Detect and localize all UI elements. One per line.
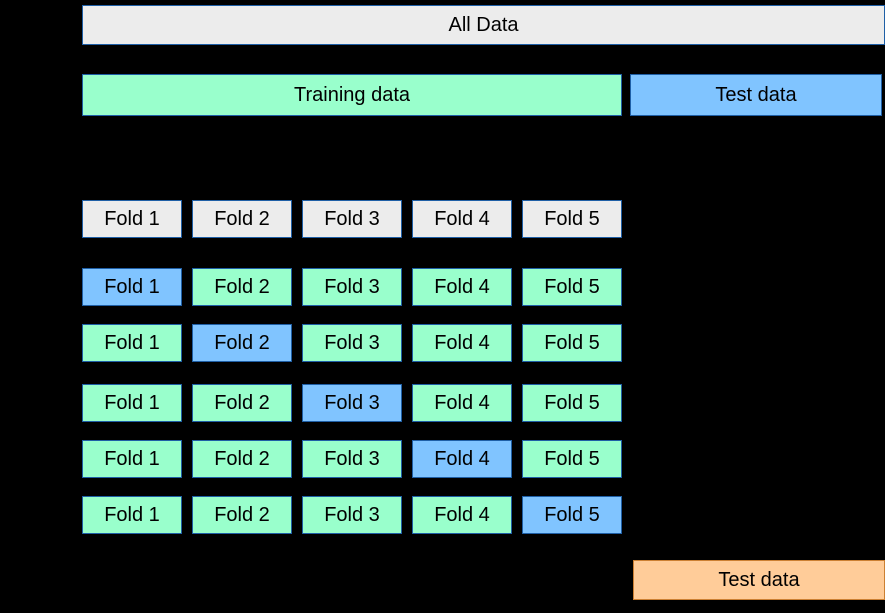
final-test-data-box: Test data xyxy=(633,560,885,600)
fold-header-label: Fold 3 xyxy=(324,208,380,231)
fold-cell: Fold 1 xyxy=(82,324,182,362)
fold-header-label: Fold 5 xyxy=(544,208,600,231)
fold-header-label: Fold 1 xyxy=(104,208,160,231)
final-test-data-label: Test data xyxy=(718,569,799,592)
fold-cell: Fold 4 xyxy=(412,496,512,534)
fold-cell-label: Fold 5 xyxy=(544,392,600,415)
fold-cell-label: Fold 2 xyxy=(214,392,270,415)
fold-cell-label: Fold 1 xyxy=(104,276,160,299)
fold-cell: Fold 3 xyxy=(302,496,402,534)
fold-cell-label: Fold 4 xyxy=(434,332,490,355)
fold-cell: Fold 2 xyxy=(192,268,292,306)
fold-cell-label: Fold 4 xyxy=(434,448,490,471)
fold-header-label: Fold 4 xyxy=(434,208,490,231)
fold-cell: Fold 5 xyxy=(522,324,622,362)
fold-cell: Fold 3 xyxy=(302,440,402,478)
fold-cell-label: Fold 3 xyxy=(324,332,380,355)
fold-header-cell: Fold 1 xyxy=(82,200,182,238)
train-test-row: Training data Test data xyxy=(82,74,885,116)
fold-cell-label: Fold 4 xyxy=(434,504,490,527)
fold-cell-label: Fold 2 xyxy=(214,448,270,471)
fold-cell: Fold 2 xyxy=(192,324,292,362)
fold-cell-label: Fold 1 xyxy=(104,392,160,415)
test-data-label: Test data xyxy=(715,84,796,107)
fold-header-cell: Fold 2 xyxy=(192,200,292,238)
fold-split-row: Fold 1 Fold 2 Fold 3 Fold 4 Fold 5 xyxy=(82,268,625,306)
fold-cell: Fold 1 xyxy=(82,496,182,534)
test-data-box: Test data xyxy=(630,74,882,116)
fold-cell: Fold 5 xyxy=(522,268,622,306)
fold-cell: Fold 1 xyxy=(82,384,182,422)
fold-cell-label: Fold 5 xyxy=(544,504,600,527)
fold-cell: Fold 4 xyxy=(412,384,512,422)
fold-cell: Fold 4 xyxy=(412,440,512,478)
fold-cell-label: Fold 5 xyxy=(544,332,600,355)
fold-cell: Fold 3 xyxy=(302,384,402,422)
fold-cell: Fold 2 xyxy=(192,440,292,478)
training-data-box: Training data xyxy=(82,74,622,116)
fold-cell-label: Fold 5 xyxy=(544,448,600,471)
fold-cell-label: Fold 2 xyxy=(214,276,270,299)
fold-header-label: Fold 2 xyxy=(214,208,270,231)
fold-cell: Fold 3 xyxy=(302,268,402,306)
fold-cell: Fold 2 xyxy=(192,384,292,422)
fold-split-row: Fold 1 Fold 2 Fold 3 Fold 4 Fold 5 xyxy=(82,384,625,422)
fold-split-row: Fold 1 Fold 2 Fold 3 Fold 4 Fold 5 xyxy=(82,324,625,362)
fold-cell-label: Fold 5 xyxy=(544,276,600,299)
fold-cell: Fold 5 xyxy=(522,496,622,534)
fold-cell: Fold 4 xyxy=(412,324,512,362)
fold-cell: Fold 2 xyxy=(192,496,292,534)
fold-header-cell: Fold 5 xyxy=(522,200,622,238)
fold-header-row: Fold 1 Fold 2 Fold 3 Fold 4 Fold 5 xyxy=(82,200,625,238)
fold-cell: Fold 1 xyxy=(82,268,182,306)
fold-cell-label: Fold 1 xyxy=(104,332,160,355)
fold-cell-label: Fold 3 xyxy=(324,392,380,415)
fold-split-row: Fold 1 Fold 2 Fold 3 Fold 4 Fold 5 xyxy=(82,440,625,478)
fold-header-cell: Fold 4 xyxy=(412,200,512,238)
fold-cell: Fold 4 xyxy=(412,268,512,306)
fold-cell-label: Fold 3 xyxy=(324,504,380,527)
fold-cell-label: Fold 4 xyxy=(434,392,490,415)
fold-cell-label: Fold 3 xyxy=(324,276,380,299)
fold-cell-label: Fold 1 xyxy=(104,504,160,527)
fold-cell-label: Fold 3 xyxy=(324,448,380,471)
fold-cell-label: Fold 2 xyxy=(214,504,270,527)
fold-cell-label: Fold 4 xyxy=(434,276,490,299)
training-data-label: Training data xyxy=(294,84,410,107)
all-data-box: All Data xyxy=(82,5,885,45)
fold-cell: Fold 1 xyxy=(82,440,182,478)
all-data-label: All Data xyxy=(448,14,518,37)
fold-cell-label: Fold 2 xyxy=(214,332,270,355)
fold-split-row: Fold 1 Fold 2 Fold 3 Fold 4 Fold 5 xyxy=(82,496,625,534)
fold-cell: Fold 5 xyxy=(522,384,622,422)
fold-cell: Fold 3 xyxy=(302,324,402,362)
fold-cell-label: Fold 1 xyxy=(104,448,160,471)
fold-cell: Fold 5 xyxy=(522,440,622,478)
fold-header-cell: Fold 3 xyxy=(302,200,402,238)
